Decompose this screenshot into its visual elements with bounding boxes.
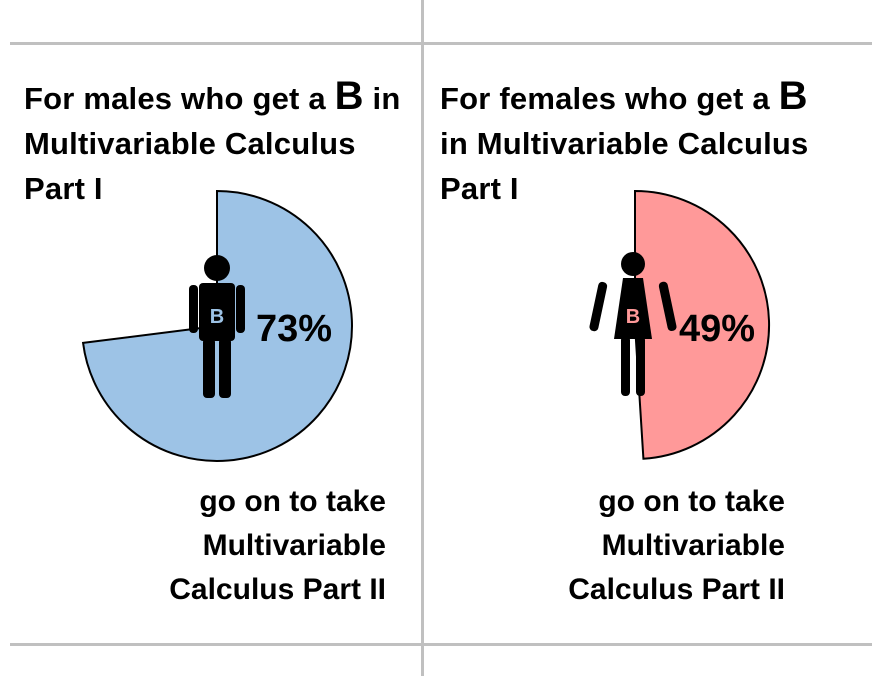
male-figure-icon — [189, 255, 245, 398]
female-figure-icon — [589, 252, 677, 396]
male-caption: go on to take Multivariable Calculus Par… — [169, 485, 386, 606]
male-percent-label: 73% — [256, 308, 332, 350]
female-heading-grade: B — [778, 74, 808, 118]
male-heading-suffix: in Multivariable Calculus Part I — [24, 81, 401, 206]
male-heading-grade: B — [334, 74, 364, 118]
male-icon-letter: B — [210, 306, 224, 328]
female-caption: go on to take Multivariable Calculus Par… — [568, 485, 785, 606]
female-heading-prefix: For females who get a — [440, 81, 779, 116]
male-panel-heading: For males who get a B in Multivariable C… — [24, 74, 424, 211]
top-divider — [10, 42, 872, 45]
female-pie-slice — [634, 189, 771, 460]
female-percent-label: 49% — [679, 308, 755, 350]
male-heading-prefix: For males who get a — [24, 81, 335, 116]
bottom-divider — [10, 643, 872, 646]
female-icon-letter: B — [626, 306, 640, 328]
female-panel-heading: For females who get a B in Multivariable… — [440, 74, 840, 211]
center-divider — [421, 0, 424, 676]
female-heading-suffix: in Multivariable Calculus Part I — [440, 126, 809, 206]
